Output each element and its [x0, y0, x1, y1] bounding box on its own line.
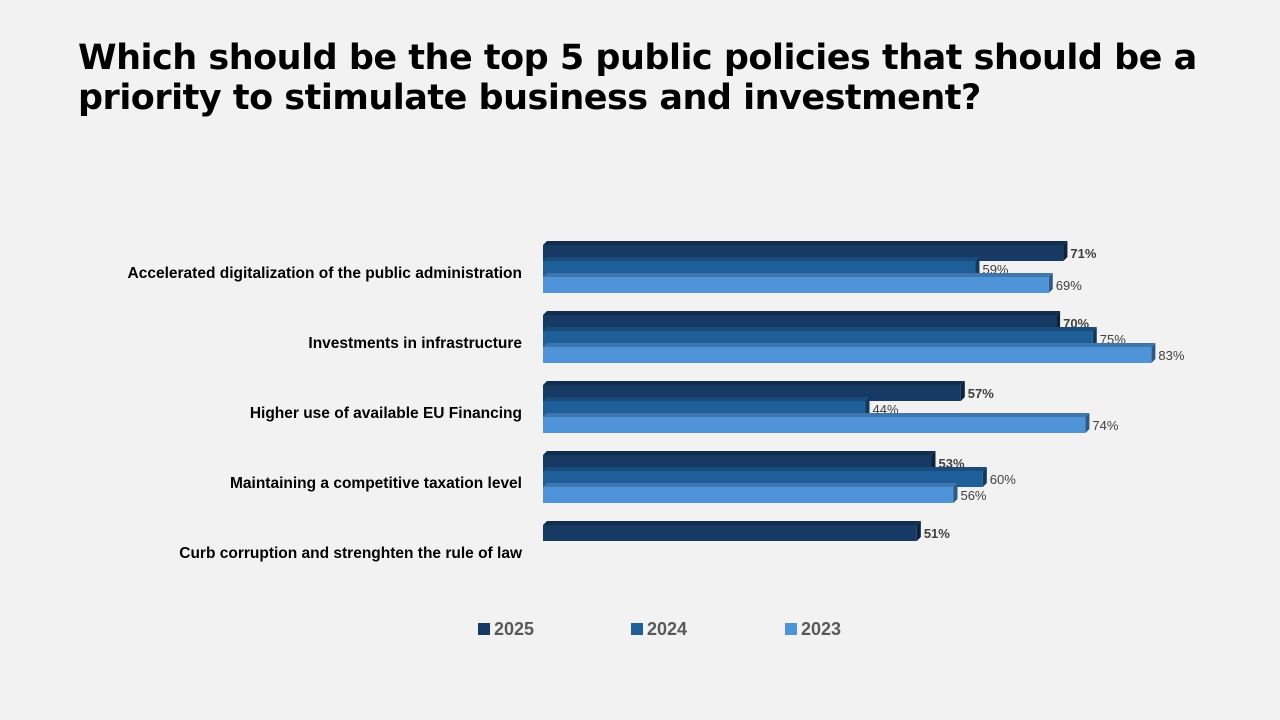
data-label: 71% [1070, 246, 1096, 261]
data-label: 51% [924, 526, 950, 541]
bar-2025 [543, 525, 917, 541]
data-label: 74% [1092, 418, 1118, 433]
data-label: 69% [1056, 278, 1082, 293]
data-label: 56% [960, 488, 986, 503]
bar-top-face [543, 467, 987, 471]
bar-side-face [960, 381, 965, 401]
data-label: 57% [968, 386, 994, 401]
chart-title: Which should be the top 5 public policie… [78, 38, 1197, 118]
bar-side-face [1092, 327, 1097, 347]
bar-top-face [543, 327, 1097, 331]
bar-top-face [543, 343, 1156, 347]
bar-side-face [975, 257, 980, 277]
bar-2023 [543, 417, 1086, 433]
bar-top-face [543, 381, 965, 385]
bar-side-face [1048, 273, 1053, 293]
bar-side-face [931, 451, 936, 471]
category-label: Maintaining a competitive taxation level [230, 475, 522, 492]
bar-side-face [1056, 311, 1061, 331]
legend-swatch-2023 [785, 623, 797, 635]
bar-2023 [543, 277, 1049, 293]
bar-top-face [543, 451, 936, 455]
legend-label: 2025 [494, 619, 534, 639]
bar-2023 [543, 487, 954, 503]
bar-side-face [865, 397, 870, 417]
legend-label: 2023 [801, 619, 841, 639]
bar-side-face [1063, 241, 1068, 261]
bar-side-face [916, 521, 921, 541]
bar-top-face [543, 273, 1053, 277]
data-label: 60% [990, 472, 1016, 487]
legend-swatch-2025 [478, 623, 490, 635]
category-label: Accelerated digitalization of the public… [128, 265, 522, 282]
legend-swatch-2024 [631, 623, 643, 635]
bar-top-face [543, 413, 1090, 417]
bar-side-face [1085, 413, 1090, 433]
legend-label: 2024 [647, 619, 687, 639]
category-label: Investments in infrastructure [308, 335, 522, 352]
bar-top-face [543, 241, 1068, 245]
category-label: Curb corruption and strenghten the rule … [179, 545, 523, 562]
category-label: Higher use of available EU Financing [250, 405, 522, 422]
bar-side-face [1151, 343, 1156, 363]
bar-side-face [953, 483, 958, 503]
bar-top-face [543, 311, 1061, 315]
bar-top-face [543, 521, 921, 525]
bar-top-face [543, 483, 958, 487]
data-label: 83% [1158, 348, 1184, 363]
bar-2023 [543, 347, 1152, 363]
bar-side-face [982, 467, 987, 487]
bar-top-face [543, 257, 980, 261]
bar-top-face [543, 397, 870, 401]
